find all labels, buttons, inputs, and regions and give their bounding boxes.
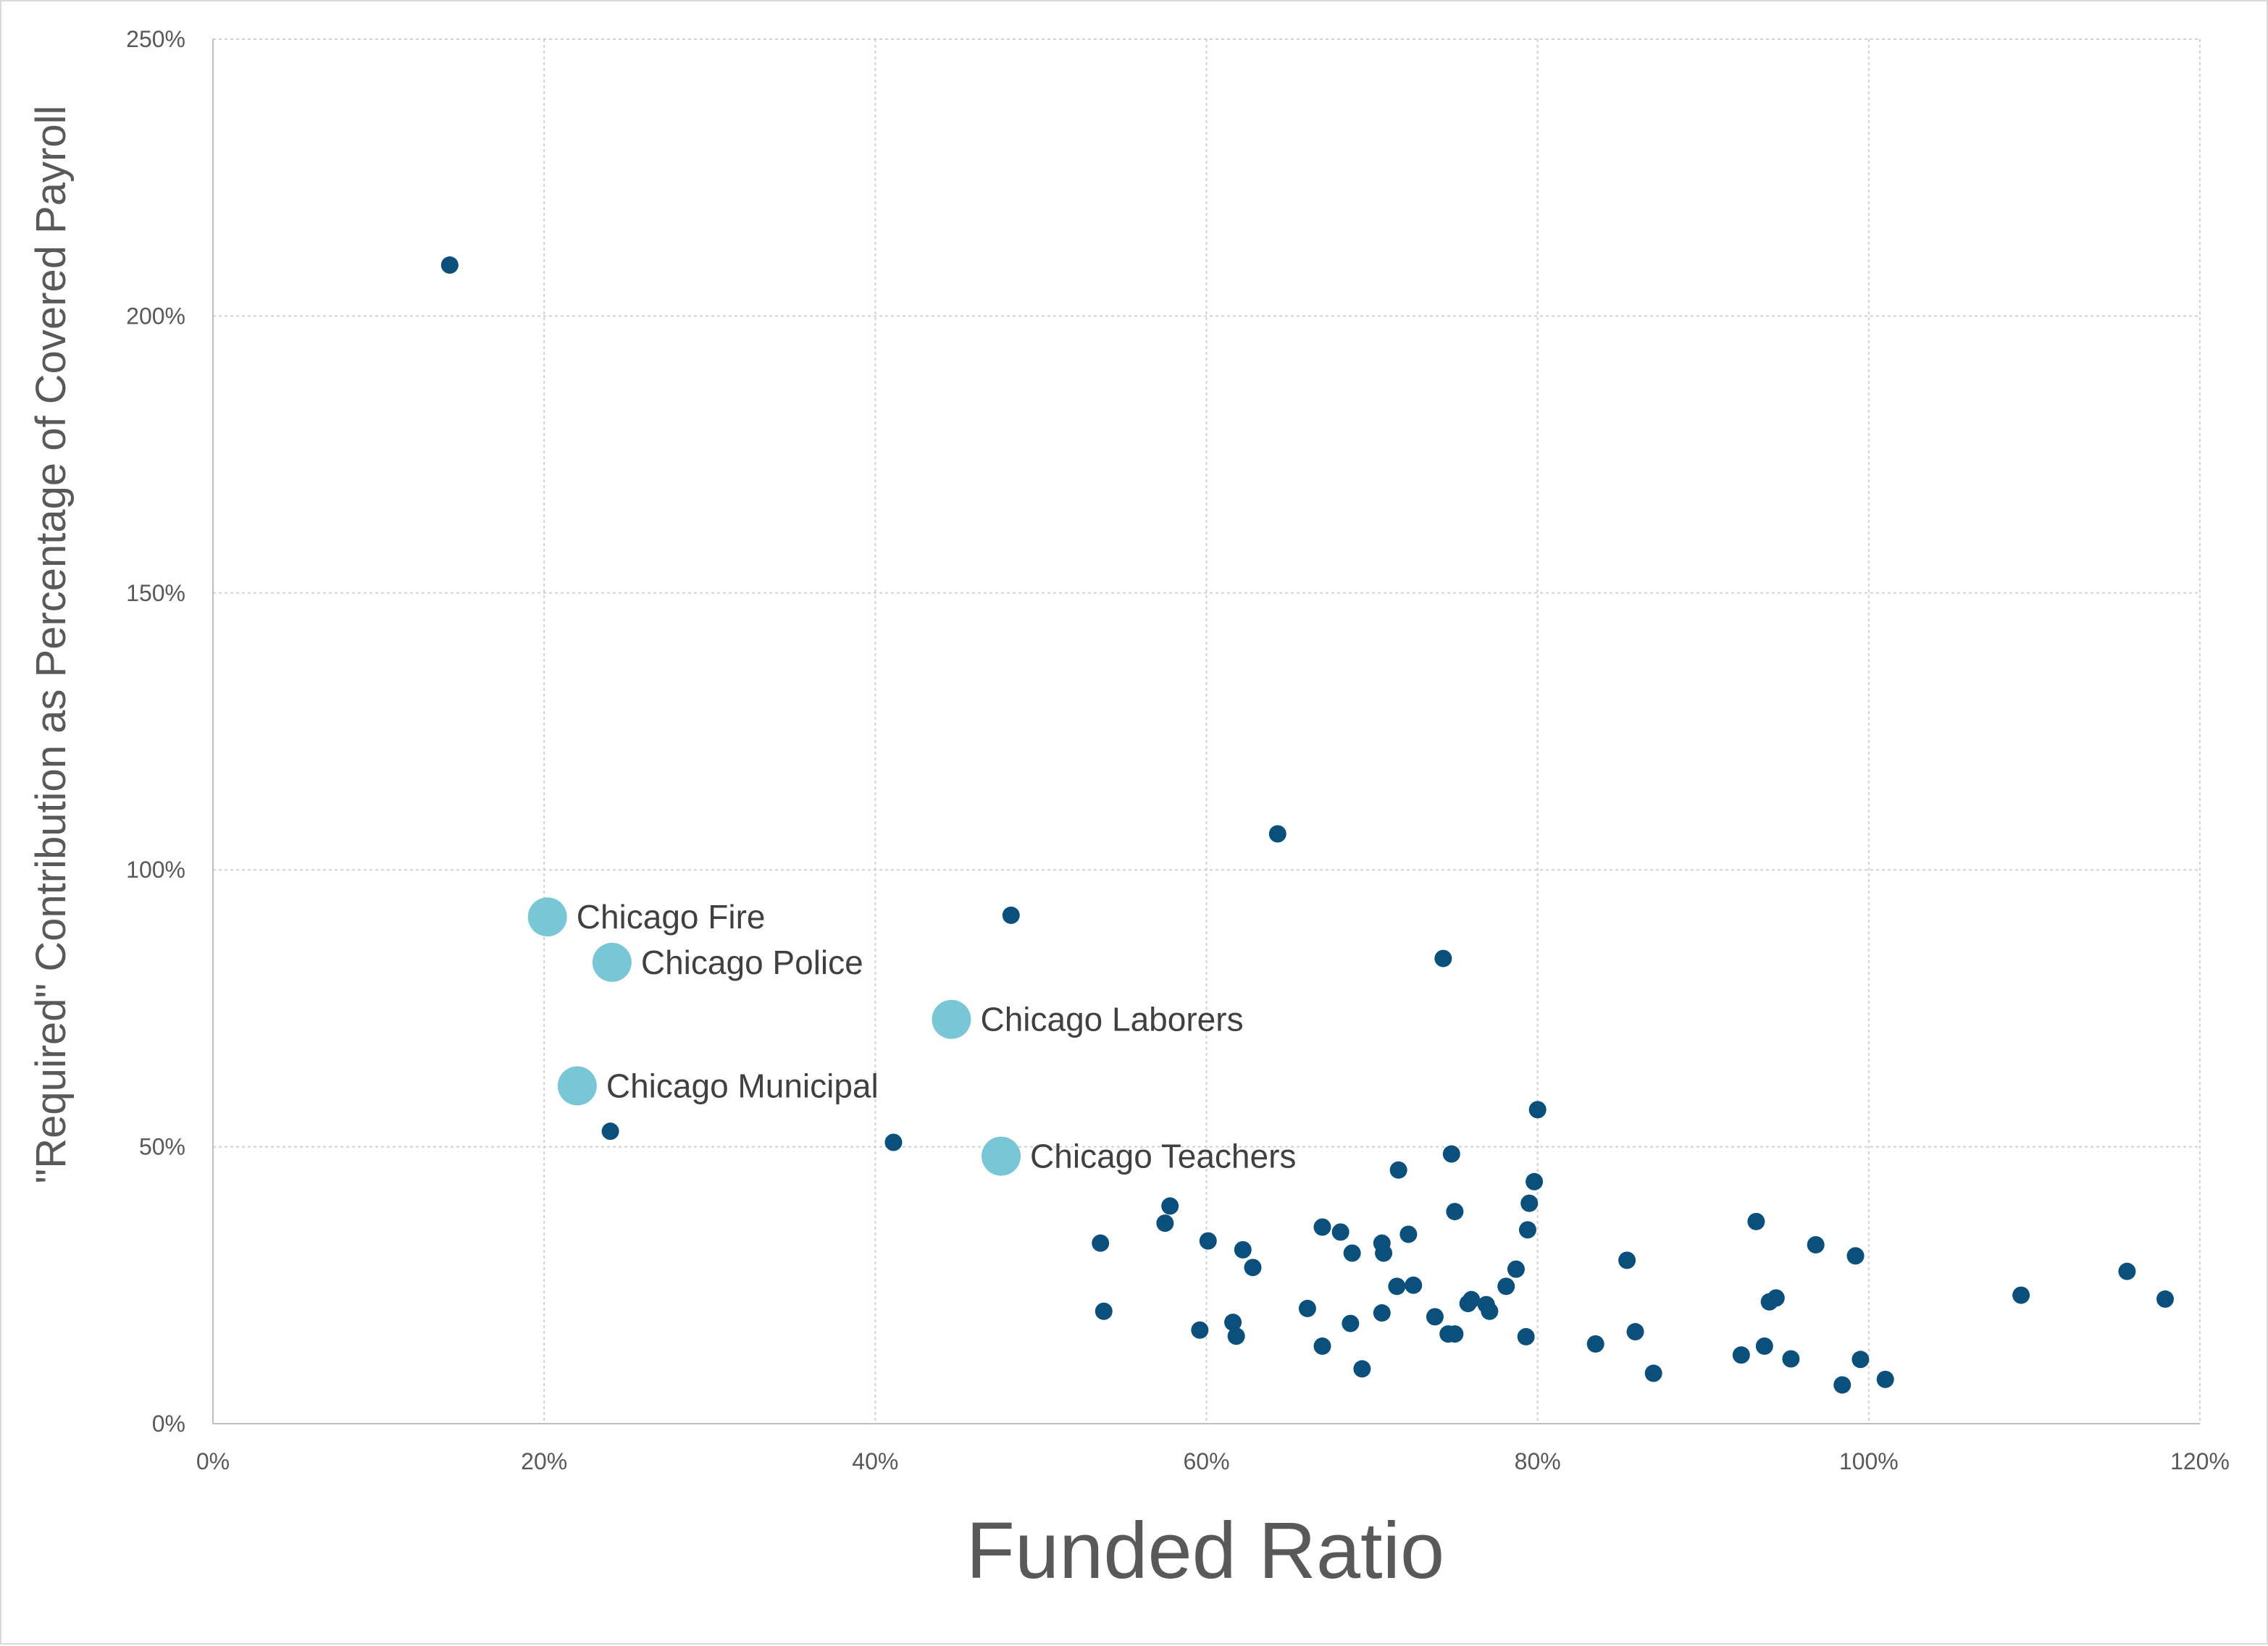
data-point <box>1767 1289 1785 1307</box>
data-point <box>440 256 459 274</box>
data-point <box>2012 1286 2030 1304</box>
data-point <box>1342 1314 1360 1332</box>
axes <box>212 39 2200 1424</box>
y-tick-label: 0% <box>152 1411 185 1437</box>
data-point <box>1095 1302 1113 1320</box>
data-point <box>2156 1290 2174 1308</box>
data-point <box>601 1122 619 1141</box>
highlight-point <box>932 999 971 1039</box>
data-point <box>1191 1321 1209 1339</box>
data-point <box>1586 1335 1604 1353</box>
data-point <box>1507 1260 1525 1278</box>
data-point <box>1244 1259 1262 1277</box>
data-point <box>1846 1247 1865 1265</box>
data-point <box>1851 1351 1870 1369</box>
data-point <box>1156 1214 1174 1233</box>
data-point <box>2118 1262 2136 1280</box>
y-tick-label: 50% <box>139 1134 185 1160</box>
data-point <box>1313 1218 1331 1236</box>
data-point <box>1353 1360 1371 1378</box>
data-point <box>1373 1304 1391 1322</box>
highlight-point <box>527 897 567 937</box>
highlight-point-label: Chicago Police <box>641 944 863 981</box>
data-point <box>1434 949 1452 967</box>
data-point <box>1298 1299 1316 1317</box>
highlight-point <box>982 1136 1021 1176</box>
data-point <box>1481 1302 1499 1320</box>
data-point <box>1644 1364 1662 1382</box>
data-point <box>1199 1232 1217 1250</box>
data-point <box>1497 1277 1515 1296</box>
data-point <box>1755 1337 1773 1355</box>
data-point <box>1375 1244 1393 1262</box>
data-point <box>1528 1101 1547 1119</box>
y-tick-label: 200% <box>126 303 185 329</box>
data-point <box>1446 1325 1464 1343</box>
data-point <box>1389 1161 1407 1179</box>
data-point <box>1313 1337 1331 1355</box>
x-tick-label: 20% <box>521 1448 567 1474</box>
highlight-point-label: Chicago Municipal <box>606 1067 879 1104</box>
highlight-point-label: Chicago Laborers <box>980 1001 1243 1038</box>
data-point <box>1227 1327 1245 1345</box>
data-point <box>1807 1235 1825 1254</box>
data-point <box>1833 1376 1851 1394</box>
x-axis-title: Funded Ratio <box>966 1506 1444 1595</box>
data-point <box>1331 1223 1349 1241</box>
data-point <box>1747 1212 1765 1230</box>
data-point <box>1092 1234 1110 1252</box>
data-point <box>1002 906 1020 924</box>
y-tick-label: 250% <box>126 26 185 52</box>
x-tick-label: 60% <box>1183 1448 1229 1474</box>
point-labels: Chicago Fire Chicago Police Chicago Labore… <box>577 898 1297 1175</box>
highlight-point <box>557 1066 597 1106</box>
data-point <box>1459 1295 1477 1313</box>
data-point <box>1442 1145 1460 1163</box>
data-point <box>1732 1346 1750 1364</box>
data-point <box>1782 1350 1800 1368</box>
x-tick-label: 0% <box>196 1448 230 1474</box>
data-point <box>1517 1327 1535 1345</box>
highlight-point <box>592 942 632 982</box>
data-point <box>1520 1194 1539 1212</box>
highlight-point-label: Chicago Teachers <box>1030 1138 1296 1175</box>
x-tick-label: 100% <box>1839 1448 1899 1474</box>
data-point <box>1343 1244 1361 1262</box>
data-point <box>1405 1276 1423 1294</box>
highlight-point-label: Chicago Fire <box>577 898 766 936</box>
data-point <box>1518 1221 1536 1239</box>
data-point <box>1268 825 1286 843</box>
data-point <box>1224 1314 1242 1332</box>
tick-labels: 0% 50% 100% 150% 200% 250% 0% 20% 40% 60% 80% 100% 1… <box>126 26 2230 1474</box>
data-point <box>884 1133 903 1151</box>
data-point <box>1426 1308 1444 1326</box>
data-point <box>1526 1172 1544 1191</box>
data-point <box>1626 1323 1644 1341</box>
data-point <box>1446 1203 1464 1221</box>
data-point <box>1618 1251 1636 1269</box>
y-tick-label: 150% <box>126 580 185 606</box>
x-tick-label: 80% <box>1515 1448 1561 1474</box>
data-point <box>1399 1225 1418 1243</box>
data-point <box>1161 1197 1179 1215</box>
data-point <box>1388 1277 1406 1296</box>
y-tick-label: 100% <box>126 857 185 883</box>
data-point <box>1876 1370 1894 1388</box>
y-axis-title: "Required" Contribution as Percentage of… <box>28 106 75 1184</box>
gridlines <box>213 38 2201 1424</box>
x-tick-label: 120% <box>2170 1448 2230 1474</box>
data-point <box>1234 1240 1252 1259</box>
data-points <box>440 256 2174 1394</box>
x-tick-label: 40% <box>852 1448 898 1474</box>
